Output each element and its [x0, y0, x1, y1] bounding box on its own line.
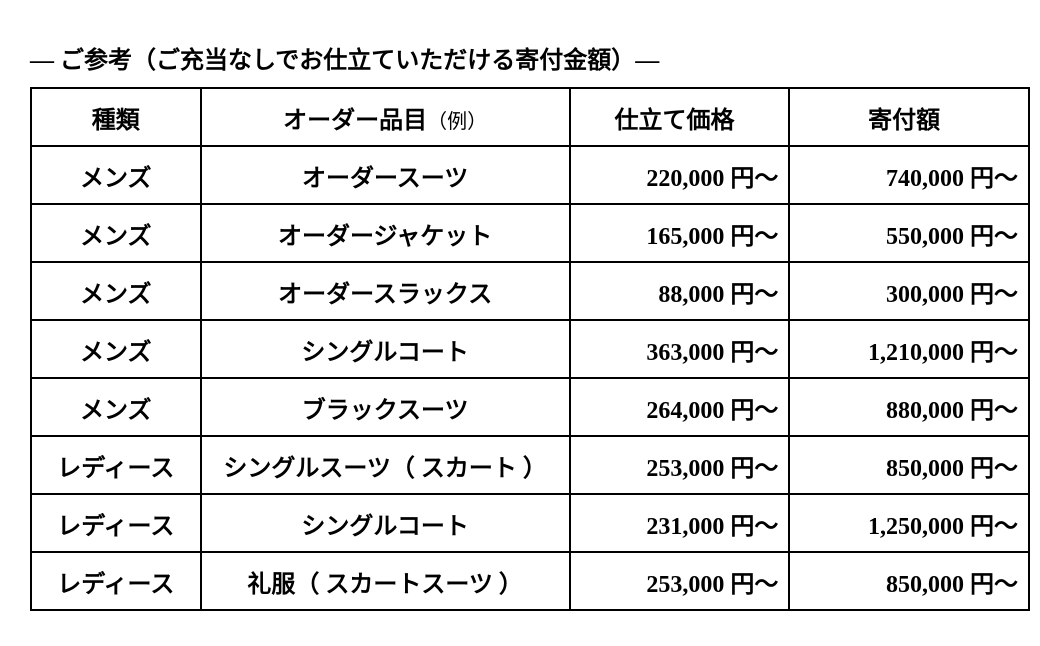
cell-donation: 850,000 円～ [789, 436, 1029, 494]
cell-donation: 1,210,000 円～ [789, 320, 1029, 378]
cell-donation: 880,000 円～ [789, 378, 1029, 436]
cell-item: 礼服（ スカートスーツ ） [201, 552, 570, 610]
table-row: レディース 礼服（ スカートスーツ ） 253,000 円～ 850,000 円… [31, 552, 1029, 610]
cell-price: 220,000 円～ [570, 146, 790, 204]
table-row: レディース シングルスーツ（ スカート ） 253,000 円～ 850,000… [31, 436, 1029, 494]
cell-price: 88,000 円～ [570, 262, 790, 320]
cell-item: オーダージャケット [201, 204, 570, 262]
table-row: メンズ ブラックスーツ 264,000 円～ 880,000 円～ [31, 378, 1029, 436]
table-row: メンズ オーダースラックス 88,000 円～ 300,000 円～ [31, 262, 1029, 320]
cell-donation: 740,000 円～ [789, 146, 1029, 204]
cell-item: シングルスーツ（ スカート ） [201, 436, 570, 494]
table-body: メンズ オーダースーツ 220,000 円～ 740,000 円～ メンズ オー… [31, 146, 1029, 610]
cell-type: メンズ [31, 378, 201, 436]
cell-item: シングルコート [201, 320, 570, 378]
cell-item: オーダースーツ [201, 146, 570, 204]
cell-donation: 300,000 円～ [789, 262, 1029, 320]
cell-type: メンズ [31, 320, 201, 378]
cell-type: メンズ [31, 146, 201, 204]
cell-type: レディース [31, 494, 201, 552]
cell-type: レディース [31, 552, 201, 610]
header-price: 仕立て価格 [570, 88, 790, 146]
cell-price: 253,000 円～ [570, 552, 790, 610]
price-table: 種類 オーダー品目（例） 仕立て価格 寄付額 メンズ オーダースーツ 220,0… [30, 87, 1030, 611]
table-row: メンズ シングルコート 363,000 円～ 1,210,000 円～ [31, 320, 1029, 378]
cell-item: ブラックスーツ [201, 378, 570, 436]
cell-price: 165,000 円～ [570, 204, 790, 262]
header-donation: 寄付額 [789, 88, 1029, 146]
cell-donation: 850,000 円～ [789, 552, 1029, 610]
header-item-main: オーダー品目 [283, 108, 427, 134]
table-row: レディース シングルコート 231,000 円～ 1,250,000 円～ [31, 494, 1029, 552]
cell-item: オーダースラックス [201, 262, 570, 320]
page-title: ― ご参考（ご充当なしでお仕立ていただける寄付金額）― [20, 40, 1020, 75]
cell-type: レディース [31, 436, 201, 494]
cell-price: 363,000 円～ [570, 320, 790, 378]
cell-type: メンズ [31, 262, 201, 320]
cell-price: 231,000 円～ [570, 494, 790, 552]
cell-donation: 1,250,000 円～ [789, 494, 1029, 552]
cell-price: 253,000 円～ [570, 436, 790, 494]
header-type: 種類 [31, 88, 201, 146]
table-header-row: 種類 オーダー品目（例） 仕立て価格 寄付額 [31, 88, 1029, 146]
header-item-note: （例） [427, 111, 487, 133]
table-row: メンズ オーダージャケット 165,000 円～ 550,000 円～ [31, 204, 1029, 262]
cell-item: シングルコート [201, 494, 570, 552]
header-item: オーダー品目（例） [201, 88, 570, 146]
cell-price: 264,000 円～ [570, 378, 790, 436]
cell-donation: 550,000 円～ [789, 204, 1029, 262]
table-row: メンズ オーダースーツ 220,000 円～ 740,000 円～ [31, 146, 1029, 204]
cell-type: メンズ [31, 204, 201, 262]
